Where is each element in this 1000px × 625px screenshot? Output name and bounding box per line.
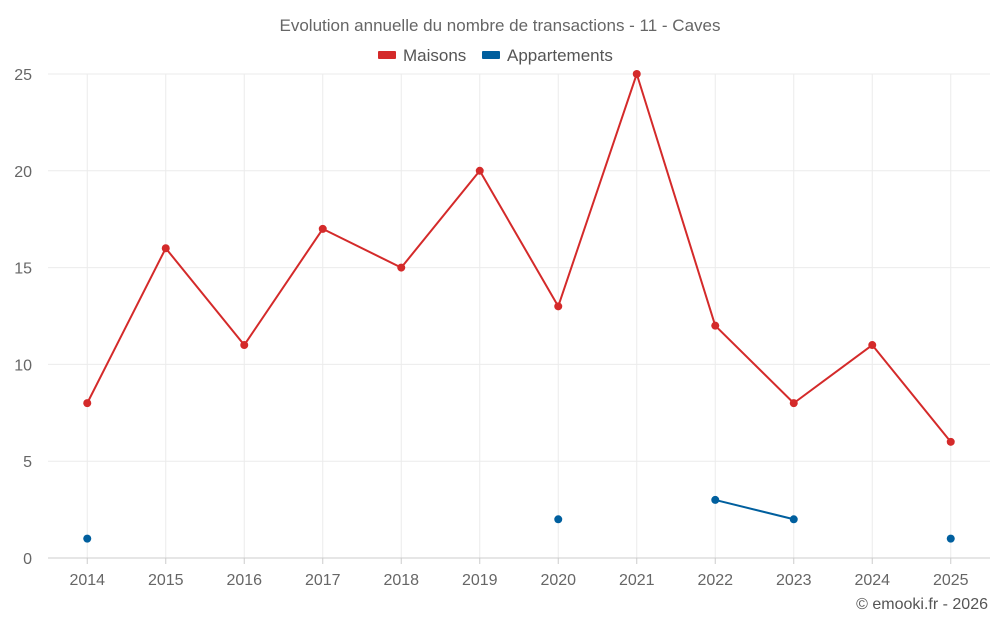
x-tick-label: 2014 — [69, 572, 105, 589]
data-point[interactable] — [554, 515, 563, 524]
data-point[interactable] — [946, 534, 955, 543]
y-tick-label: 20 — [14, 164, 32, 181]
x-tick-label: 2021 — [619, 572, 655, 589]
credit: © emooki.fr - 2026 — [856, 596, 988, 613]
x-tick-label: 2019 — [462, 572, 498, 589]
legend-label-appartements: Appartements — [507, 46, 613, 65]
legend-item-maisons[interactable]: Maisons — [378, 46, 466, 65]
data-point[interactable] — [161, 244, 170, 253]
y-tick-label: 0 — [23, 551, 32, 568]
legend: Maisons Appartements — [378, 46, 613, 65]
data-point[interactable] — [711, 321, 720, 330]
data-point[interactable] — [789, 515, 798, 524]
x-tick-label: 2018 — [383, 572, 419, 589]
axes — [48, 557, 990, 564]
data-point[interactable] — [240, 341, 249, 350]
data-point[interactable] — [946, 437, 955, 446]
legend-swatch-maisons — [378, 51, 396, 59]
series — [83, 70, 955, 543]
data-point[interactable] — [397, 263, 406, 272]
x-tick-label: 2017 — [305, 572, 341, 589]
x-tick-label: 2015 — [148, 572, 184, 589]
x-tick-label: 2025 — [933, 572, 969, 589]
x-tick-label: 2016 — [226, 572, 262, 589]
legend-label-maisons: Maisons — [403, 46, 466, 65]
data-point[interactable] — [632, 70, 641, 78]
x-axis-ticks: 2014 2015 2016 2017 2018 2019 2020 2021 2022 2023… — [69, 572, 968, 589]
data-point[interactable] — [789, 399, 798, 408]
y-tick-label: 10 — [14, 357, 32, 374]
gridlines — [48, 73, 990, 558]
legend-swatch-appartements — [482, 51, 500, 59]
data-point[interactable] — [554, 302, 563, 311]
data-point[interactable] — [83, 399, 92, 408]
data-point[interactable] — [83, 534, 92, 543]
data-point[interactable] — [868, 341, 877, 350]
y-tick-label: 15 — [14, 261, 32, 278]
series-line — [86, 73, 952, 443]
y-axis-ticks: 0 5 10 15 20 25 — [14, 67, 32, 568]
series-appartements — [83, 495, 955, 543]
series-maisons — [83, 70, 955, 446]
series-line — [715, 498, 794, 521]
data-point[interactable] — [475, 166, 484, 175]
data-point[interactable] — [318, 224, 327, 233]
y-tick-label: 25 — [14, 67, 32, 84]
y-tick-label: 5 — [23, 454, 32, 471]
data-point[interactable] — [711, 495, 720, 504]
chart-title: Evolution annuelle du nombre de transact… — [280, 16, 721, 35]
x-tick-label: 2022 — [697, 572, 733, 589]
x-tick-label: 2023 — [776, 572, 812, 589]
x-tick-label: 2024 — [854, 572, 890, 589]
x-tick-label: 2020 — [540, 572, 576, 589]
legend-item-appartements[interactable]: Appartements — [482, 46, 613, 65]
